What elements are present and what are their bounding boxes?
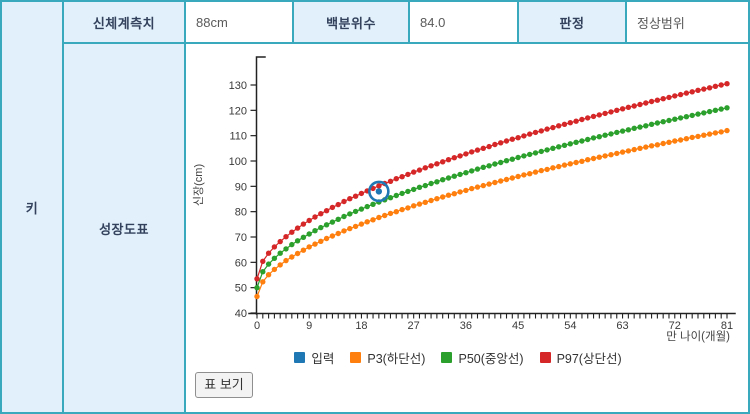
x-tick-label: 0: [254, 320, 260, 332]
x-tick-label: 45: [512, 320, 524, 332]
judgment-value: 정상범위: [637, 15, 685, 31]
value-cell-judgment: 정상범위: [627, 2, 748, 44]
percentile-value: 84.0: [420, 14, 446, 30]
row-header-height-label: 키: [25, 200, 39, 216]
legend-item: P50(중앙선): [441, 348, 524, 367]
y-tick-label: 40: [235, 308, 247, 320]
series-P50(중앙선): [254, 105, 730, 291]
view-table-button[interactable]: 표 보기: [195, 372, 253, 398]
y-tick-label: 110: [229, 131, 247, 143]
legend-swatch-icon: [539, 352, 551, 363]
legend-swatch-icon: [350, 352, 362, 363]
y-tick-label: 70: [235, 232, 247, 244]
row-header-height-cell: 키: [2, 2, 64, 412]
series-P3(하단선): [254, 127, 730, 300]
y-tick-label: 120: [229, 105, 247, 117]
x-tick-label: 63: [616, 320, 628, 332]
legend-swatch-icon: [441, 352, 453, 363]
legend-swatch-icon: [294, 352, 306, 363]
x-tick-label: 72: [669, 320, 681, 332]
x-tick-label: 36: [460, 320, 472, 332]
legend-item: P97(상단선): [539, 348, 622, 367]
y-tick-label: 100: [229, 156, 247, 168]
y-axis-title: 신장(cm): [192, 164, 205, 206]
y-tick-label: 90: [235, 181, 247, 193]
header-label-percentile: 백분위수: [326, 15, 376, 31]
x-axis-ticks: 0 9 18 27 36 45 54 63 72 81: [254, 314, 733, 332]
legend-label: P97(상단선): [556, 352, 622, 366]
legend-label: 입력: [311, 352, 335, 366]
x-tick-label: 27: [408, 320, 420, 332]
legend-label: P50(중앙선): [458, 352, 524, 366]
y-axis-ticks: 40 50 60 70 80 90 100 110 120 130: [229, 80, 256, 320]
header-label-measurement: 신체계측치: [92, 15, 156, 31]
x-tick-label: 9: [306, 320, 312, 332]
y-tick-label: 50: [235, 283, 247, 295]
growth-chart: 40 50 60 70 80 90 100 110 120 130 0 9 18 27 36 45 54 63 72…: [192, 56, 736, 343]
input-point-marker: [368, 180, 390, 203]
header-cell-percentile: 백분위수: [294, 2, 410, 44]
axes: [248, 56, 736, 315]
header-cell-growth-chart: 성장도표: [64, 44, 186, 412]
x-tick-label: 54: [564, 320, 576, 332]
x-tick-label: 81: [721, 320, 733, 332]
value-cell-measurement: 88cm: [186, 2, 294, 44]
growth-chart-label: 성장도표: [99, 221, 149, 237]
growth-chart-area: 40 50 60 70 80 90 100 110 120 130 0 9 18 27 36 45 54 63 72…: [186, 44, 748, 412]
y-tick-label: 60: [235, 257, 247, 269]
legend-item: P3(하단선): [350, 348, 425, 367]
measurement-value: 88cm: [196, 14, 228, 30]
y-tick-label: 80: [235, 207, 247, 219]
header-label-judgment: 판정: [559, 15, 585, 31]
y-tick-label: 130: [229, 80, 247, 92]
legend-label: P3(하단선): [367, 352, 426, 366]
legend-item: 입력: [294, 348, 334, 367]
value-cell-percentile: 84.0: [410, 2, 519, 44]
header-cell-measurement: 신체계측치: [64, 2, 186, 44]
chart-legend: 입력 P3(하단선) P50(중앙선) P97(상단선): [186, 348, 748, 367]
series-P97(상단선): [254, 81, 730, 282]
header-cell-judgment: 판정: [519, 2, 627, 44]
x-tick-label: 18: [355, 320, 367, 332]
x-axis-title: 만 나이(개월): [666, 330, 730, 343]
